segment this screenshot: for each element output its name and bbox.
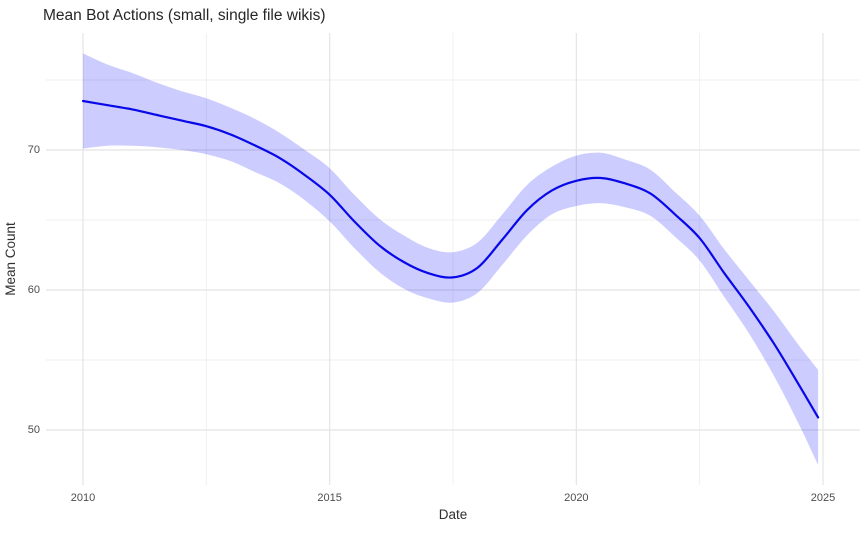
y-tick-label: 50 [27,424,40,436]
x-tick-label: 2025 [810,492,836,504]
y-tick-label: 70 [27,144,40,156]
mean-line [81,99,820,419]
chart-title: Mean Bot Actions (small, single file wik… [43,7,326,24]
x-tick-label: 2010 [70,492,96,504]
grid-lines [46,33,860,485]
confidence-ribbon [83,53,819,466]
x-tick-label: 2015 [317,492,342,504]
x-axis-title: Date [438,507,468,522]
y-tick-label: 60 [27,284,40,296]
x-tick-label: 2020 [564,492,589,504]
y-axis-title: Mean Count [3,222,18,296]
